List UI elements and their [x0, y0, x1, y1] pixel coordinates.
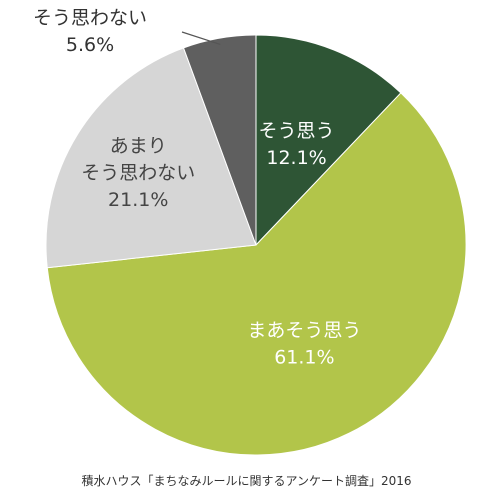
pie-slice-1 — [255, 34, 402, 247]
slice-label: まあそう思う — [247, 319, 361, 341]
slice-label: そう思わない — [33, 7, 147, 29]
source-caption: 積水ハウス「まちなみルールに関するアンケート調査」2016 — [81, 474, 412, 488]
slice-value-label: 5.6% — [66, 34, 114, 56]
pie-slice-2 — [46, 92, 467, 456]
slice-value-label: 21.1% — [108, 189, 168, 211]
leader-line — [181, 31, 221, 46]
pie-slice-4 — [182, 34, 257, 246]
slice-label: そう思う — [259, 120, 335, 142]
slice-value-label: 61.1% — [274, 346, 334, 368]
slice-label: あまり — [110, 135, 167, 157]
pie-slices — [45, 34, 467, 456]
slice-value-label: 12.1% — [266, 147, 326, 169]
slice-label: そう思わない — [81, 162, 195, 184]
pie-labels: そう思う12.1%まあそう思う61.1%あまりそう思わない21.1%そう思わない… — [33, 7, 361, 368]
